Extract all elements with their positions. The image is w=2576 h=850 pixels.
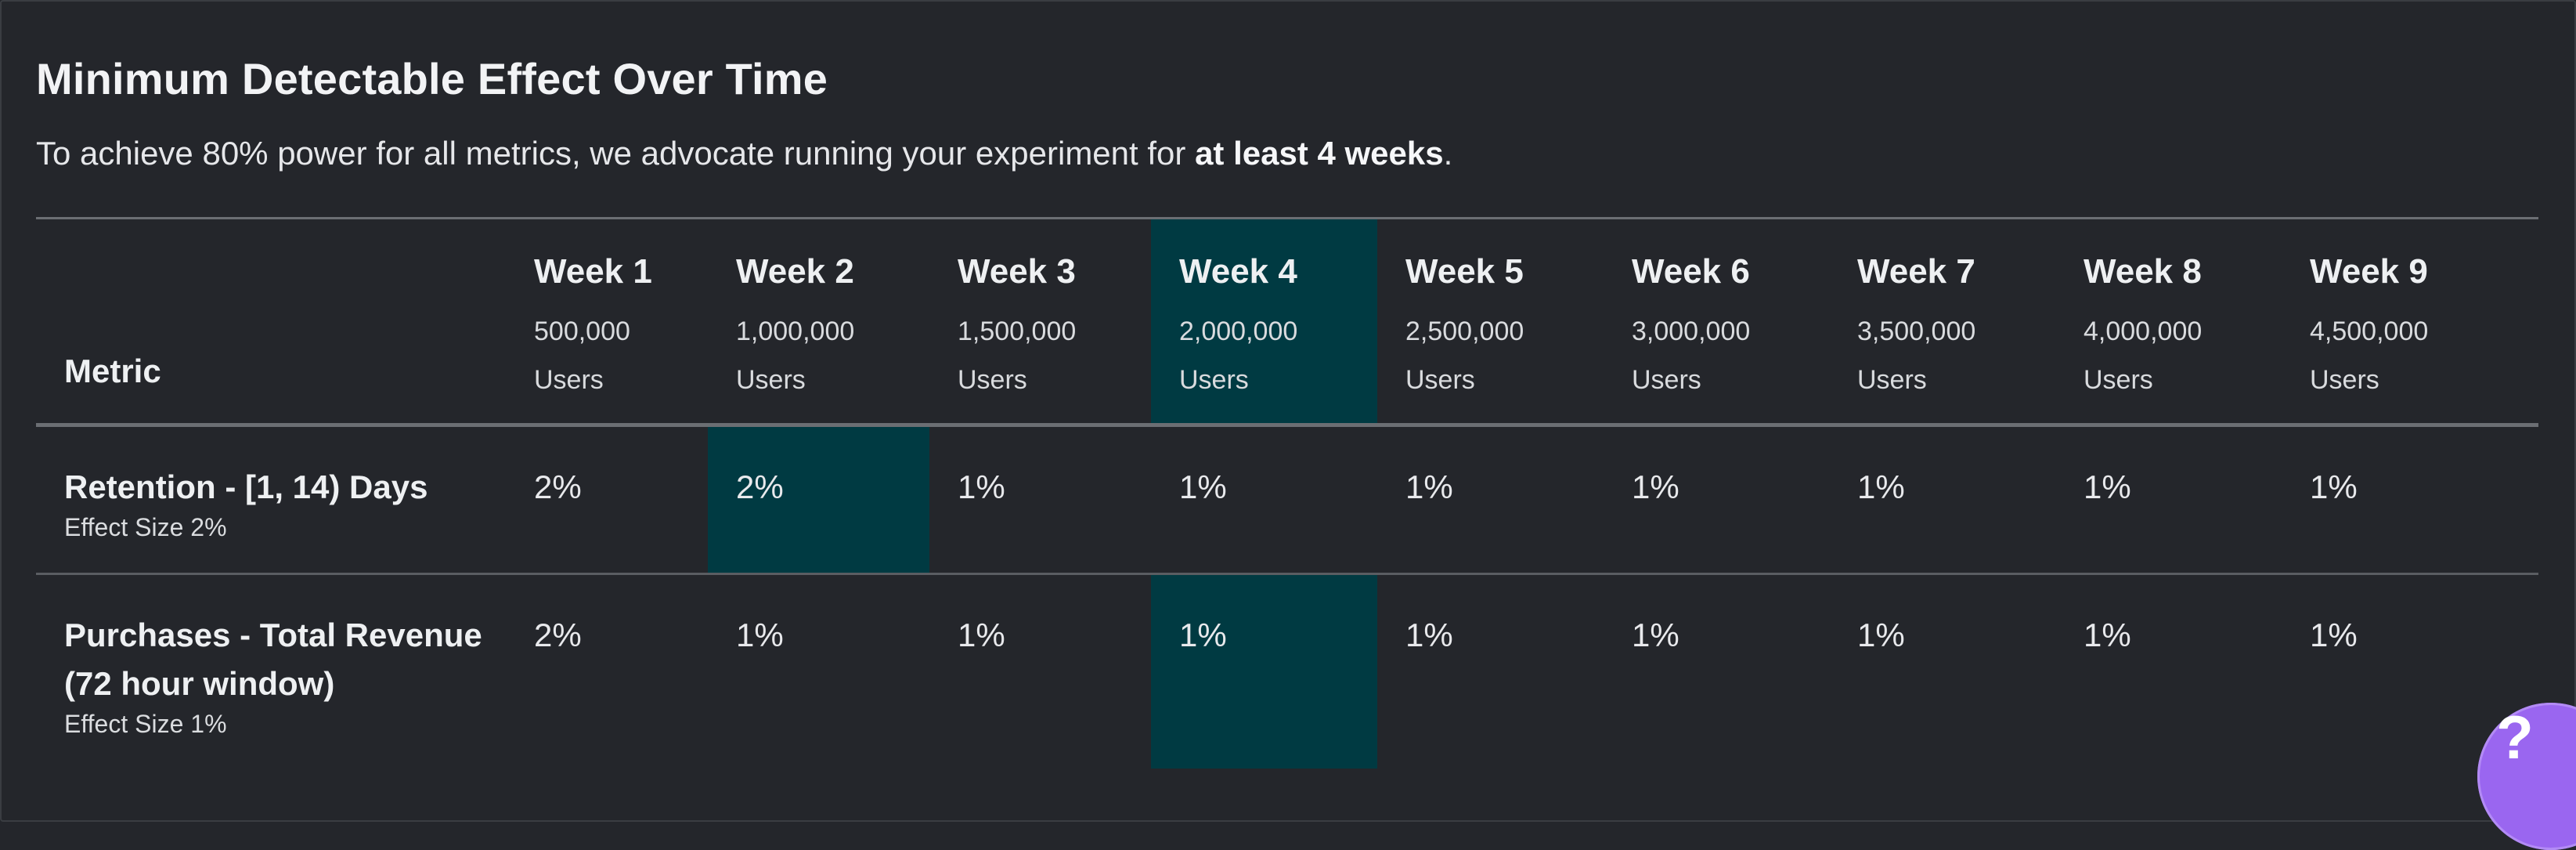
week-users: 4,000,000 Users	[2084, 307, 2282, 404]
recommendation-duration: at least 4 weeks	[1195, 135, 1444, 172]
mde-value-cell: 1%	[1179, 468, 1227, 505]
week-user-unit: Users	[736, 365, 806, 395]
week-user-count: 4,500,000	[2310, 316, 2429, 346]
week-label: Week 1	[534, 252, 652, 291]
mde-value-cell: 1%	[1632, 617, 1679, 653]
metric-name: Purchases - Total Revenue (72 hour windo…	[64, 617, 482, 702]
metric-cell: Purchases - Total Revenue (72 hour windo…	[36, 574, 506, 769]
mde-table-container: Metric Week 1 500,000 Users Week 2 1,000,00…	[36, 217, 2538, 769]
week-user-unit: Users	[2084, 365, 2153, 395]
metric-effect-size: Effect Size 1%	[64, 710, 227, 738]
week-label: Week 9	[2310, 252, 2428, 291]
recommendation-text: To achieve 80% power for all metrics, we…	[36, 135, 1452, 172]
week-users: 4,500,000 Users	[2310, 307, 2538, 404]
mde-value-cell: 1%	[736, 617, 784, 653]
week-label: Week 4	[1179, 252, 1297, 291]
mde-value-cell: 1%	[2084, 617, 2131, 653]
week-user-count: 3,000,000	[1632, 316, 1751, 346]
week-user-count: 2,500,000	[1405, 316, 1524, 346]
mde-value-cell: 1%	[1632, 468, 1679, 505]
week-users: 2,500,000 Users	[1405, 307, 1604, 404]
mde-value-cell: 1%	[958, 617, 1005, 653]
week-user-unit: Users	[1632, 365, 1701, 395]
metric-cell: Retention - [1, 14) Days Effect Size 2%	[36, 425, 506, 574]
table-row-purchases: Purchases - Total Revenue (72 hour windo…	[36, 573, 2538, 769]
week-label: Week 6	[1632, 252, 1750, 291]
week-users: 1,500,000 Users	[958, 307, 1151, 404]
mde-value-cell: 1%	[958, 468, 1005, 505]
week-user-unit: Users	[958, 365, 1027, 395]
column-header-week-4: Week 4 2,000,000 Users	[1151, 217, 1377, 427]
question-icon: ?	[2496, 703, 2534, 772]
week-users: 1,000,000 Users	[736, 307, 929, 404]
week-user-count: 1,000,000	[736, 316, 855, 346]
mde-value-cell: 2%	[534, 468, 582, 505]
mde-table: Metric Week 1 500,000 Users Week 2 1,000,00…	[36, 217, 2538, 769]
mde-value-cell: 1%	[2084, 468, 2131, 505]
mde-value-cell: 1%	[1857, 617, 1905, 653]
column-header-week-5: Week 5 2,500,000 Users	[1377, 217, 1604, 427]
mde-value-cell-highlighted: 1%	[1151, 573, 1377, 769]
mde-value-cell: 1%	[1405, 617, 1453, 653]
week-user-unit: Users	[1405, 365, 1475, 395]
page-title: Minimum Detectable Effect Over Time	[36, 54, 828, 103]
mde-value-cell: 1%	[1857, 468, 1905, 505]
week-user-unit: Users	[534, 365, 604, 395]
column-header-week-3: Week 3 1,500,000 Users	[929, 217, 1151, 427]
week-users: 3,500,000 Users	[1857, 307, 2055, 404]
week-user-count: 1,500,000	[958, 316, 1077, 346]
column-header-week-6: Week 6 3,000,000 Users	[1604, 217, 1829, 427]
week-label: Week 3	[958, 252, 1076, 291]
card-frame	[0, 0, 2576, 822]
recommendation-suffix: .	[1443, 135, 1453, 172]
week-label: Week 2	[736, 252, 854, 291]
week-user-count: 3,500,000	[1857, 316, 1976, 346]
column-header-week-9: Week 9 4,500,000 Users	[2282, 217, 2538, 427]
column-header-week-8: Week 8 4,000,000 Users	[2055, 217, 2282, 427]
week-user-count: 2,000,000	[1179, 316, 1298, 346]
week-label: Week 7	[1857, 252, 1975, 291]
mde-value-cell: 1%	[2310, 617, 2358, 653]
week-users: 3,000,000 Users	[1632, 307, 1829, 404]
week-user-count: 4,000,000	[2084, 316, 2203, 346]
header-row: Metric Week 1 500,000 Users Week 2 1,000,00…	[36, 217, 2538, 427]
column-header-week-7: Week 7 3,500,000 Users	[1829, 217, 2055, 427]
week-label: Week 5	[1405, 252, 1524, 291]
mde-value-cell: 1%	[2310, 468, 2358, 505]
week-user-unit: Users	[1857, 365, 1927, 395]
mde-value-cell: 2%	[534, 617, 582, 653]
column-header-metric: Metric	[36, 217, 506, 427]
metric-name: Retention - [1, 14) Days	[64, 468, 428, 505]
column-header-week-2: Week 2 1,000,000 Users	[708, 217, 929, 427]
week-users: 500,000 Users	[534, 307, 708, 404]
table-row-retention: Retention - [1, 14) Days Effect Size 2% 2…	[36, 425, 2538, 574]
column-header-week-1: Week 1 500,000 Users	[506, 217, 708, 427]
mde-value-cell: 1%	[1405, 468, 1453, 505]
recommendation-prefix: To achieve 80% power for all metrics, we…	[36, 135, 1196, 172]
mde-value-cell-highlighted: 2%	[708, 425, 929, 574]
week-user-unit: Users	[2310, 365, 2379, 395]
week-user-count: 500,000	[534, 316, 630, 346]
metric-effect-size: Effect Size 2%	[64, 513, 227, 541]
week-users: 2,000,000 Users	[1179, 307, 1377, 404]
week-label: Week 8	[2084, 252, 2202, 291]
week-user-unit: Users	[1179, 365, 1249, 395]
